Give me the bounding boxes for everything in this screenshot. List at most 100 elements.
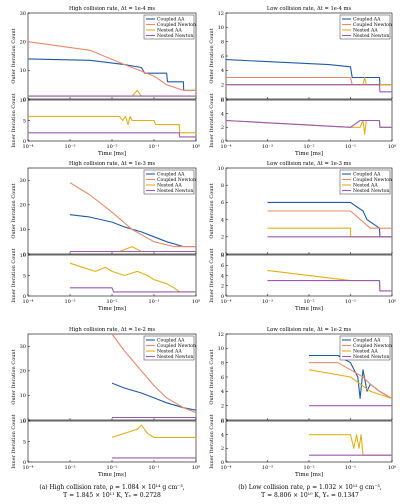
chart-1-top-legend-label: Nested Newton <box>353 33 389 39</box>
chart-2-top-legend-label: Coupled AA <box>157 172 185 178</box>
chart-3-top-ytick-label: 10 <box>218 166 224 172</box>
chart-3-bottom-ytick-label: 6 <box>221 263 224 269</box>
chart-4-top-ytick-label: 20 <box>20 369 26 375</box>
chart-3-top-ytick-label: 4 <box>221 217 224 223</box>
chart-2-top-ytick-label: 10 <box>20 227 26 233</box>
chart-0-top-legend-label: Nested AA <box>157 28 182 34</box>
chart-4-bottom-xtick-label: 10⁻³ <box>64 465 75 471</box>
chart-0-bottom-xtick-label: 10⁻³ <box>64 144 75 150</box>
chart-1-top-legend-label: Coupled Newton <box>353 22 392 28</box>
chart-5-xlabel: Time [ms] <box>295 472 323 478</box>
chart-1-top-ytick-label: 8 <box>221 39 224 45</box>
chart-3-bottom-xtick-label: 10⁰ <box>388 299 396 305</box>
chart-5-bottom-xtick-label: 10⁻⁴ <box>220 465 231 471</box>
chart-2-top-ytick-label: 20 <box>20 203 26 209</box>
chart-5-top-legend-label: Nested Newton <box>353 354 389 360</box>
chart-2-top-legend-label: Coupled Newton <box>157 177 196 183</box>
chart-3-bottom-panel: 0 2 4 6 8 10⁻⁴ 10⁻³ 10⁻² 10⁻¹ 10⁰ <box>220 253 396 305</box>
chart-5-bottom-panel: 0 2 4 6 10⁻⁴ 10⁻³ 10⁻² 10⁻¹ 10⁰ <box>220 419 396 471</box>
chart-2-bottom-frame <box>27 254 197 297</box>
chart-0-top-ytick-label: 30 <box>20 11 26 17</box>
chart-2-top-ytick-label: 30 <box>20 178 26 184</box>
caption-b-line-1: T = 8.806 × 10¹⁰ K, Yₑ = 0.1347 <box>261 492 359 499</box>
chart-3-top-ytick-label: 8 <box>221 183 224 189</box>
chart-4-bottom-xtick-label: 10⁻¹ <box>148 465 159 471</box>
chart-3-top-legend-label: Nested AA <box>353 183 378 189</box>
chart-2-ylabel-bottom: Inner Iteration Count <box>11 248 17 302</box>
chart-3-top-ytick-label: 0 <box>221 252 224 258</box>
chart-3-top-legend-label: Coupled Newton <box>353 177 392 183</box>
chart-1-title: Low collision rate, Δt = 1e-4 ms <box>267 6 352 12</box>
chart-5-top-legend-label: Nested AA <box>353 349 378 355</box>
chart-4-bottom-ytick-label: 0 <box>23 460 26 466</box>
chart-1-xlabel: Time [ms] <box>295 151 323 157</box>
chart-0-ylabel-bottom: Inner Iteration Count <box>11 93 17 147</box>
chart-5: Low collision rate, Δt = 1e-2 ms 0 2 4 6 8 10 1… <box>209 327 396 478</box>
chart-0-bottom-xtick-label: 10⁻² <box>106 144 117 150</box>
chart-4-bottom-panel: 0 5 10 10⁻⁴ 10⁻³ 10⁻² 10⁻¹ 10⁰ <box>20 419 201 471</box>
chart-2-top-ytick-label: 0 <box>23 252 26 258</box>
chart-2-bottom-xtick-label: 10⁻³ <box>64 299 75 305</box>
chart-3-xlabel: Time [ms] <box>295 306 323 312</box>
chart-2-bottom-ytick-label: 0 <box>23 294 26 300</box>
chart-3-top-ytick-label: 2 <box>221 235 224 241</box>
chart-3-bottom-xtick-label: 10⁻¹ <box>345 299 356 305</box>
chart-0-top-ytick-label: 20 <box>20 39 26 45</box>
chart-4-bottom-xtick-label: 10⁻⁴ <box>22 465 33 471</box>
chart-2-bottom-ytick-label: 10 <box>20 253 26 259</box>
chart-0-top-legend-label: Nested Newton <box>157 33 193 39</box>
chart-3-top-legend-label: Coupled AA <box>353 172 381 178</box>
chart-5-top-series-coupled-newton <box>309 362 393 399</box>
chart-5-title: Low collision rate, Δt = 1e-2 ms <box>267 327 352 333</box>
chart-1-bottom-xtick-label: 10⁻² <box>303 144 314 150</box>
chart-5-top-legend-label: Coupled AA <box>353 338 381 344</box>
chart-0-bottom-xtick-label: 10⁰ <box>192 144 200 150</box>
chart-0-bottom-frame <box>27 99 197 142</box>
chart-4-top-legend-label: Coupled Newton <box>157 343 196 349</box>
chart-2-top-legend-label: Nested Newton <box>157 188 193 194</box>
chart-0-bottom-ytick-label: 10 <box>20 98 26 104</box>
chart-2-bottom-series-nested-aa <box>69 262 196 293</box>
chart-3-bottom-xtick-label: 10⁻² <box>303 299 314 305</box>
chart-5-bottom-frame <box>225 420 393 463</box>
chart-3-bottom-ytick-label: 4 <box>221 273 224 279</box>
chart-1-bottom-xtick-label: 10⁻¹ <box>345 144 356 150</box>
chart-4-bottom-ytick-label: 5 <box>23 439 26 445</box>
chart-0-top-series-coupled-newton <box>27 41 196 91</box>
chart-5-ylabel-top: Outer Iteration Count <box>209 349 215 404</box>
chart-5-bottom-xtick-label: 10⁻¹ <box>345 465 356 471</box>
chart-0-bottom-xtick-label: 10⁻¹ <box>148 144 159 150</box>
chart-3: Low collision rate, Δt = 1e-3 ms 0 2 4 6 8 10 C… <box>209 161 396 312</box>
chart-3-bottom-xtick-label: 10⁻⁴ <box>220 299 231 305</box>
chart-5-bottom-ytick-label: 0 <box>221 460 224 466</box>
chart-0-title: High collision rate, Δt = 1e-4 ms <box>69 6 155 12</box>
chart-3-bottom-ytick-label: 2 <box>221 284 224 290</box>
chart-5-bottom-xtick-label: 10⁻² <box>303 465 314 471</box>
chart-4-top-legend-label: Nested Newton <box>157 354 193 360</box>
chart-4-top-series-coupled-newton <box>111 333 197 414</box>
chart-1-ylabel-bottom: Inner Iteration Count <box>209 93 215 147</box>
chart-4-top-ytick-label: 10 <box>20 393 26 399</box>
chart-1-top-ytick-label: 6 <box>221 54 224 60</box>
chart-2-xlabel: Time [ms] <box>98 306 126 312</box>
chart-4-bottom-xtick-label: 10⁰ <box>192 465 200 471</box>
chart-1-top-ytick-label: 12 <box>218 11 224 17</box>
chart-0-top-ytick-label: 0 <box>23 97 26 103</box>
chart-5-top-ytick-label: 4 <box>221 389 224 395</box>
chart-3-bottom-series-nested-newton <box>267 280 392 292</box>
chart-2-bottom-ytick-label: 5 <box>23 273 26 279</box>
chart-3-bottom-ytick-label: 8 <box>221 253 224 259</box>
caption-a-line-1: T = 1.845 × 10¹¹ K, Yₑ = 0.2728 <box>63 492 161 499</box>
chart-1-bottom-xtick-label: 10⁰ <box>388 144 396 150</box>
chart-1-top-legend-label: Nested AA <box>353 28 378 34</box>
chart-1-bottom-series-nested-newton <box>225 119 392 128</box>
